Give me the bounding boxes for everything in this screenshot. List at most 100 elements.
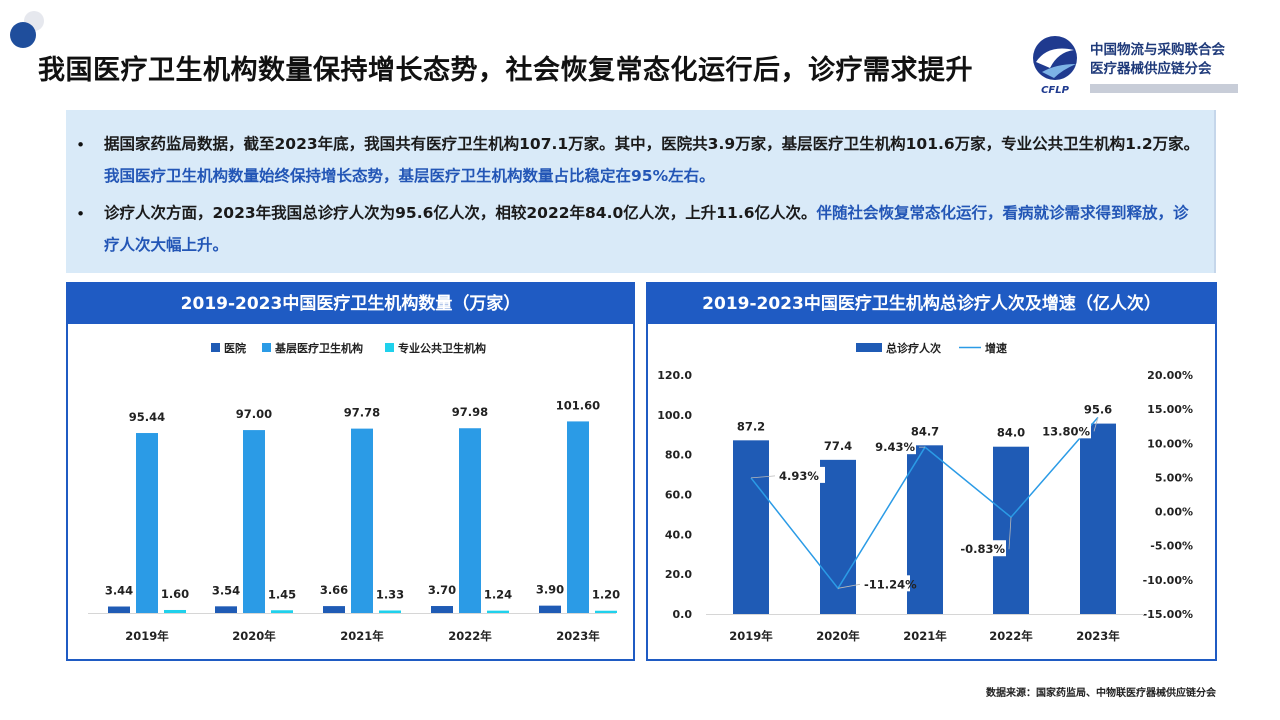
data-label-2-3: 1.24 — [484, 588, 512, 602]
y2-tick-label-0: -15.00% — [1143, 608, 1193, 621]
cflp-logo: CFLP — [1033, 36, 1077, 96]
y2-tick-label-1: -10.00% — [1143, 574, 1193, 587]
chart2-svg: 总诊疗人次 增速 0.0 20.0 40.0 60.0 80.0 100.0 120.0 -15.… — [657, 341, 1193, 643]
y2-tick-label-6: 15.00% — [1147, 403, 1193, 416]
bar-1-3 — [459, 428, 481, 613]
bar-0-2 — [323, 606, 345, 613]
growth-label-0: 4.93% — [779, 469, 819, 483]
data-label-1-0: 95.44 — [129, 410, 165, 424]
growth-label-4: 13.80% — [1042, 424, 1090, 438]
bar-0-1 — [215, 606, 237, 613]
bullet-1-marker: • — [76, 136, 86, 154]
org-subtitle-bar — [1090, 84, 1238, 93]
growth-leader-0 — [750, 475, 776, 479]
data-label-0-3: 3.70 — [428, 583, 456, 597]
growth-label-2: 9.43% — [875, 440, 915, 454]
bar-0-3 — [431, 606, 453, 613]
x-tick-label-4: 2023年 — [556, 629, 600, 643]
bullet-2-highlight: 伴随社会恢复常态化运行，看病就诊需求得到释放，诊疗人次大幅上升。 — [104, 204, 1189, 254]
bar-2-1 — [271, 610, 293, 613]
summary-box: • 据国家药监局数据，截至2023年底，我国共有医疗卫生机构107.1万家。其中… — [66, 110, 1216, 273]
chart-panel-visits: 2019-2023中国医疗卫生机构总诊疗人次及增速（亿人次） 总诊疗人次 增速 0.… — [646, 282, 1217, 661]
org-name: 中国物流与采购联合会 医疗器械供应链分会 — [1090, 41, 1225, 79]
bar-0-4 — [539, 605, 561, 613]
bar-2-2 — [379, 610, 401, 613]
growth-leader-4 — [1093, 417, 1099, 432]
growth-label-1: -11.24% — [864, 577, 917, 591]
chart-panel-institutions: 2019-2023中国医疗卫生机构数量（万家） 医院 基层医疗卫生机构 专业公共卫生… — [66, 282, 635, 661]
growth-leader-1 — [837, 583, 861, 589]
bar-1-4 — [567, 421, 589, 613]
data-label-1-4: 101.60 — [556, 398, 600, 412]
data-label-0-1: 3.54 — [212, 583, 240, 597]
growth-leader-3 — [1008, 517, 1012, 550]
growth-label-bg-4 — [1044, 422, 1091, 439]
x-tick-label-2: 2021年 — [340, 629, 384, 643]
page-title: 我国医疗卫生机构数量保持增长态势，社会恢复常态化运行后，诊疗需求提升 — [38, 55, 973, 86]
bar-3 — [993, 446, 1029, 614]
chart2-title: 2019-2023中国医疗卫生机构总诊疗人次及增速（亿人次） — [648, 284, 1215, 324]
legend-swatch-0 — [856, 343, 882, 352]
y2-tick-label-2: -5.00% — [1150, 540, 1193, 553]
x-tick-label-3: 2022年 — [989, 629, 1033, 643]
data-label-1-1: 97.00 — [236, 407, 272, 421]
legend-label-0: 总诊疗人次 — [886, 341, 941, 355]
data-label-2-0: 1.60 — [161, 587, 189, 601]
chart1-title: 2019-2023中国医疗卫生机构数量（万家） — [68, 284, 633, 324]
bullet-1-highlight: 我国医疗卫生机构数量始终保持增长态势，基层医疗卫生机构数量占比稳定在95%左右。 — [104, 167, 715, 185]
data-label-0-4: 3.90 — [536, 583, 564, 597]
x-tick-label-0: 2019年 — [729, 629, 773, 643]
bar-2 — [907, 445, 943, 614]
bar-label-3: 84.0 — [997, 426, 1025, 440]
y-tick-label-2: 40.0 — [665, 528, 692, 541]
bar-label-2: 84.7 — [911, 424, 939, 438]
growth-label-3: -0.83% — [960, 542, 1005, 556]
bar-1 — [820, 459, 856, 614]
bar-2-4 — [595, 610, 617, 613]
data-label-2-4: 1.20 — [592, 588, 620, 602]
y-tick-label-1: 20.0 — [665, 568, 692, 581]
bullet-2-text: 诊疗人次方面，2023年我国总诊疗人次为95.6亿人次，相较2022年84.0亿… — [104, 204, 817, 222]
x-tick-label-0: 2019年 — [125, 629, 169, 643]
legend-label-1: 基层医疗卫生机构 — [274, 341, 363, 355]
x-tick-label-3: 2022年 — [448, 629, 492, 643]
y-tick-label-4: 80.0 — [665, 449, 692, 462]
bar-1-1 — [243, 430, 265, 613]
bar-label-1: 77.4 — [824, 439, 852, 453]
growth-label-bg-2 — [869, 438, 916, 455]
legend-swatch-2 — [385, 343, 394, 352]
bar-0-0 — [108, 606, 130, 613]
growth-label-bg-1 — [863, 575, 910, 592]
x-tick-label-2: 2021年 — [903, 629, 947, 643]
org-name-line2: 医疗器械供应链分会 — [1090, 61, 1212, 77]
legend-label-2: 专业公共卫生机构 — [398, 341, 486, 355]
data-label-0-0: 3.44 — [105, 584, 133, 598]
legend-label-1: 增速 — [985, 341, 1007, 355]
y-tick-label-5: 100.0 — [657, 409, 692, 422]
logo-text: CFLP — [1041, 85, 1070, 96]
bullet-2: 诊疗人次方面，2023年我国总诊疗人次为95.6亿人次，相较2022年84.0亿… — [104, 197, 1204, 261]
y2-tick-label-7: 20.00% — [1147, 369, 1193, 382]
bar-0 — [733, 440, 769, 614]
bar-label-0: 87.2 — [737, 419, 765, 433]
y2-tick-label-4: 5.00% — [1155, 471, 1193, 484]
x-tick-label-1: 2020年 — [232, 629, 276, 643]
bullet-1-text: 据国家药监局数据，截至2023年底，我国共有医疗卫生机构107.1万家。其中，医… — [104, 135, 1200, 153]
bar-label-4: 95.6 — [1084, 403, 1112, 417]
data-label-2-2: 1.33 — [376, 587, 404, 601]
data-label-0-2: 3.66 — [320, 583, 348, 597]
growth-label-bg-0 — [778, 466, 825, 483]
bar-1-0 — [136, 433, 158, 613]
data-source: 数据来源：国家药监局、中物联医疗器械供应链分会 — [986, 688, 1216, 699]
y-tick-label-3: 60.0 — [665, 489, 692, 502]
bar-1-2 — [351, 428, 373, 613]
y2-tick-label-5: 10.00% — [1147, 437, 1193, 450]
bar-2-0 — [164, 609, 186, 613]
bullet-1: 据国家药监局数据，截至2023年底，我国共有医疗卫生机构107.1万家。其中，医… — [104, 128, 1204, 192]
legend-swatch-0 — [211, 343, 220, 352]
legend-swatch-1 — [262, 343, 271, 352]
y-tick-label-0: 0.0 — [673, 608, 693, 621]
decor-dot-big — [10, 22, 36, 48]
data-label-2-1: 1.45 — [268, 587, 296, 601]
legend-label-0: 医院 — [224, 341, 246, 355]
